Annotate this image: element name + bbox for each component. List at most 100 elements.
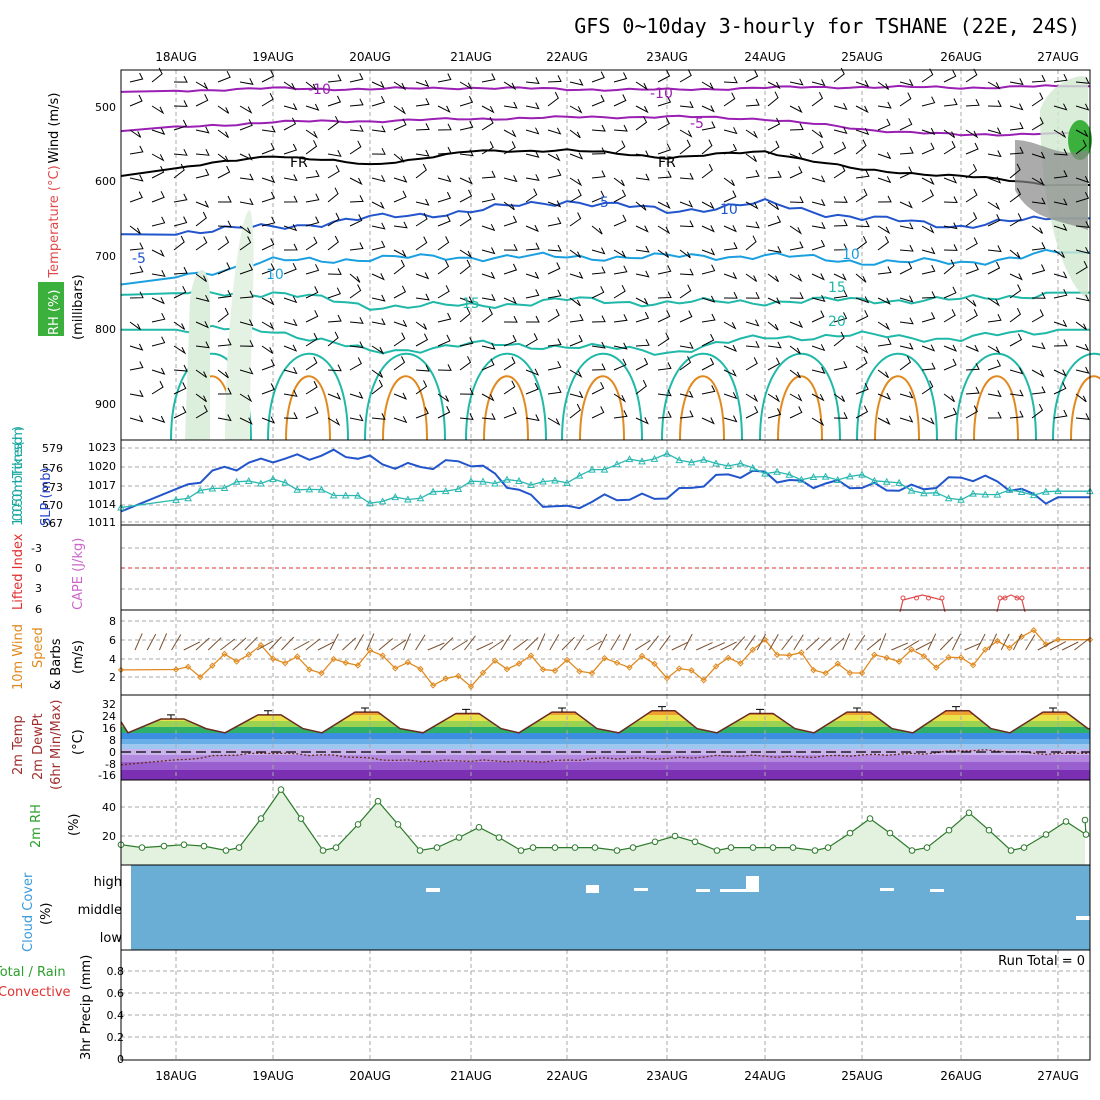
wind-speed-point [503, 665, 511, 673]
wind-barb [833, 312, 848, 323]
tick-label: 1017 [88, 479, 116, 492]
date-label: 22AUG [546, 1069, 588, 1083]
wind-barb [349, 72, 364, 83]
wind-barb [613, 265, 628, 275]
wind-barb [767, 246, 782, 253]
wind-barb [349, 391, 364, 399]
tick-label: 1023 [88, 441, 116, 454]
wind-speed-point [539, 666, 547, 673]
wind-barb [635, 311, 650, 323]
rh-point [749, 844, 757, 851]
rh-area [117, 786, 1090, 865]
wind-barb [767, 273, 779, 283]
wind-barb [805, 637, 820, 651]
wind-barb [173, 193, 188, 203]
wind-barb [525, 77, 540, 84]
tick-label: 0.8 [107, 965, 125, 978]
tick-label: 3 [35, 582, 42, 595]
isotherm-FR [120, 148, 1090, 187]
wind-barb [349, 357, 362, 371]
wind-barb [1075, 366, 1090, 374]
wind-barb [415, 333, 429, 347]
thickness-point [491, 479, 499, 487]
wind-barb [349, 124, 364, 132]
wind-barb [899, 261, 913, 275]
rh-point [374, 797, 382, 805]
wind-barb [415, 123, 430, 131]
wind-barb [327, 417, 341, 427]
wind-barb [217, 153, 229, 163]
wind-barb [878, 633, 887, 651]
thickness-point [416, 494, 425, 502]
wind-barb [500, 634, 512, 651]
wind-barb [569, 129, 581, 139]
wind-barb [657, 117, 670, 131]
wind-barb [915, 641, 933, 651]
wind-barb [767, 91, 779, 107]
wind-barb [327, 287, 342, 299]
wind-barb [393, 356, 406, 371]
wind-barb [195, 321, 209, 329]
wind-barb [1009, 367, 1024, 375]
wind-barb [701, 225, 715, 233]
wind-barb [305, 356, 318, 371]
wind-barb [789, 225, 803, 235]
wind-barb [701, 121, 716, 131]
max-temp-bar [853, 707, 861, 713]
wind-barb [195, 273, 207, 283]
isotherm-lines [120, 67, 1100, 441]
wind-barb [679, 310, 693, 323]
wind-barb [921, 127, 936, 135]
wind-barb [635, 150, 650, 158]
wind-barb [1053, 382, 1067, 395]
wind-barb [745, 405, 759, 419]
cape-point [1014, 595, 1020, 601]
wind-barb [987, 411, 1002, 419]
cape-point [997, 595, 1003, 601]
wind-barb [569, 334, 583, 347]
rh-point [1082, 831, 1090, 838]
wind-speed-point [245, 651, 252, 658]
wind-barb [789, 196, 804, 204]
wind-barb [481, 342, 496, 350]
tick-label: 4 [109, 653, 116, 666]
cape-point [914, 595, 919, 601]
horizontal-gridlines [121, 447, 1090, 523]
temperature-band [121, 733, 1090, 739]
wind-barb [965, 405, 978, 419]
wind-barb [151, 336, 166, 347]
wind-barb [943, 176, 958, 184]
wind-barb [437, 260, 450, 275]
wind-barb [877, 266, 892, 275]
wind-barb [569, 391, 584, 399]
wind-barb [437, 236, 450, 251]
wind-barb [239, 393, 253, 403]
wind-barb [547, 289, 562, 299]
wind-barb [569, 313, 584, 323]
wind-barb [695, 642, 713, 651]
wind-barb [173, 119, 188, 131]
wind-barb [305, 310, 319, 323]
wind10-label: 10m Wind [11, 624, 26, 690]
wind-barb [701, 248, 716, 256]
tick-label: -8 [105, 758, 116, 771]
wind-barb [965, 363, 980, 371]
date-label: 22AUG [546, 50, 588, 64]
wind-barb [525, 637, 539, 651]
wind-barb [195, 200, 210, 208]
wind-barb [657, 95, 672, 107]
wind-barb [683, 633, 693, 651]
wind-barb [283, 143, 298, 155]
cloud-gap [930, 889, 944, 892]
wind-barb [877, 152, 892, 160]
wind-speed-point [209, 662, 216, 669]
wind-barb [261, 216, 276, 227]
wind-barb [305, 129, 319, 139]
wind-barb [723, 143, 738, 155]
thickness-point [724, 461, 733, 470]
wind-barb [855, 382, 869, 395]
wind-barb [459, 337, 474, 347]
wind-speed-point [281, 659, 289, 667]
wind-barb [833, 164, 846, 179]
rh-point [297, 815, 305, 822]
